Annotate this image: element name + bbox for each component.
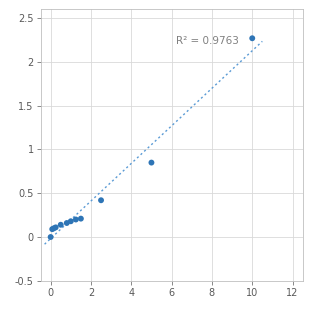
- Point: [48, 235, 53, 240]
- Text: R² = 0.9763: R² = 0.9763: [176, 36, 238, 46]
- Point: [58, 222, 63, 227]
- Point: [99, 198, 104, 203]
- Point: [51, 226, 56, 231]
- Point: [73, 217, 78, 222]
- Point: [149, 160, 154, 165]
- Point: [78, 216, 83, 221]
- Point: [53, 225, 58, 230]
- Point: [68, 219, 73, 224]
- Point: [50, 227, 55, 232]
- Point: [250, 36, 255, 41]
- Point: [64, 221, 69, 226]
